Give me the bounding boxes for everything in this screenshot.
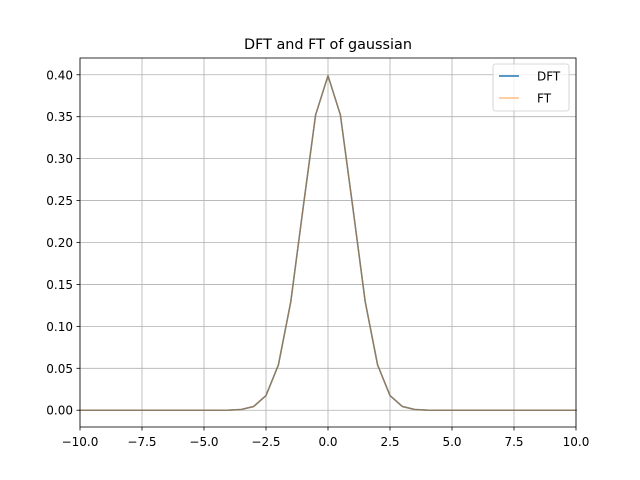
y-tick-label: 0.00 bbox=[46, 404, 73, 418]
x-tick-label: −5.0 bbox=[189, 435, 218, 449]
grid bbox=[79, 58, 577, 427]
axes: −10.0 −7.5 −5.0 −2.5 0.0 2.5 5.0 7.5 10.0 0.00 0.0… bbox=[46, 68, 589, 449]
x-tick-label: 10.0 bbox=[563, 435, 590, 449]
y-tick-label: 0.35 bbox=[46, 110, 73, 124]
y-tick-label: 0.40 bbox=[46, 68, 73, 82]
legend: DFT FT bbox=[492, 63, 570, 112]
x-tick-label: 2.5 bbox=[380, 435, 399, 449]
x-tick-label: −10.0 bbox=[62, 435, 99, 449]
y-tick-label: 0.25 bbox=[46, 194, 73, 208]
chart-title: DFT and FT of gaussian bbox=[244, 37, 412, 53]
y-tick-label: 0.20 bbox=[46, 236, 73, 250]
legend-label-dft: DFT bbox=[537, 70, 561, 84]
y-tick-label: 0.15 bbox=[46, 278, 73, 292]
series-line-ft bbox=[79, 74, 577, 411]
legend-label-ft: FT bbox=[537, 92, 552, 106]
series-lines bbox=[79, 74, 577, 411]
x-tick-label: 7.5 bbox=[504, 435, 523, 449]
x-tick-label: −7.5 bbox=[127, 435, 156, 449]
x-tick-label: 0.0 bbox=[318, 435, 337, 449]
x-tick-label: 5.0 bbox=[442, 435, 461, 449]
x-tick-label: −2.5 bbox=[251, 435, 280, 449]
y-tick-label: 0.30 bbox=[46, 152, 73, 166]
y-tick-label: 0.10 bbox=[46, 320, 73, 334]
y-tick-label: 0.05 bbox=[46, 362, 73, 376]
